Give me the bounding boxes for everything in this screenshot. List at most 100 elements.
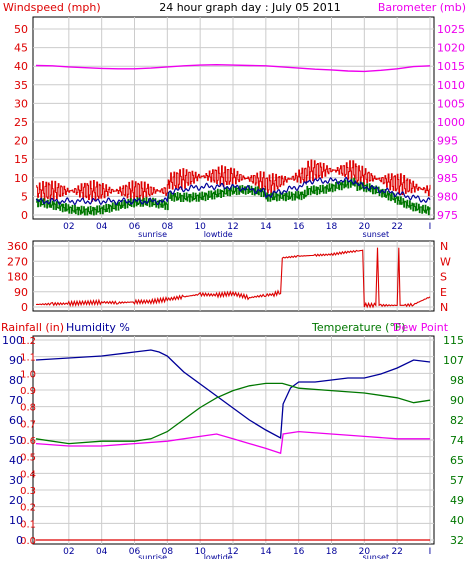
windspeed-tick-label: 10 [14,172,28,185]
compass-tick-label: E [440,286,447,299]
tick-label-layer: 0202040406060808101012121414161618182020… [2,23,465,562]
windspeed-tick-label: 50 [14,23,28,36]
lowtide-marker-top: lowtide [204,230,233,239]
temperature-tick-label: 107 [443,354,464,367]
hour-tick-label-top: 18 [326,222,338,232]
humidity-axis-title: Humidity % [66,321,130,334]
temperature-tick-label: 40 [450,514,464,527]
hour-tick-label-top: 06 [129,222,141,232]
humidity-tick-label: 10 [9,514,23,527]
humidity-tick-label: 40 [9,454,23,467]
temperature-tick-label: 32 [450,534,464,547]
windspeed-tick-label: 40 [14,60,28,73]
compass-tick-label: N [440,240,448,253]
humidity-tick-label: 50 [9,434,23,447]
windspeed-axis-title: Windspeed (mph) [3,1,101,14]
hour-tick-label-bottom: 16 [293,547,305,557]
compass-tick-label: W [440,255,451,268]
rainfall-tick-label: 0.4 [20,469,36,480]
temperature-tick-label: 57 [450,474,464,487]
barometer-tick-label: 1005 [437,97,465,110]
windspeed-tick-label: 0 [21,209,28,222]
hour-tick-label-top: 10 [194,222,206,232]
barometer-tick-label: 1000 [437,116,465,129]
temperature-tick-label: 90 [450,394,464,407]
hour-tick-label-top: 02 [63,222,74,232]
sunset-marker-bottom: sunset [363,553,390,559]
windspeed-tick-label: 5 [21,190,28,203]
humidity-tick-label: 80 [9,374,23,387]
rainfall-tick-label: 0.5 [20,453,36,464]
direction-degree-tick-label: 90 [14,286,28,299]
barometer-tick-label: 1020 [437,42,465,55]
lowtide-marker-bottom: lowtide [204,553,233,559]
barometer-tick-label: 995 [437,135,458,148]
barometer-line [35,63,431,73]
barometer-tick-label: 990 [437,153,458,166]
barometer-tick-label: 1010 [437,79,465,92]
windspeed-tick-label: 20 [14,135,28,148]
rainfall-tick-label: 0.8 [20,403,36,414]
hour-tick-label-bottom: 12 [227,547,238,557]
humidity-tick-label: 100 [2,334,23,347]
direction-degree-tick-label: 0 [21,301,28,314]
direction-degree-tick-label: 180 [7,271,28,284]
hour-tick-label-top: 20 [359,222,371,232]
rainfall-tick-label: 0.3 [20,486,36,497]
hour-tick-label-top: 16 [293,222,305,232]
hour-tick-label-top: 04 [96,222,108,232]
rainfall-tick-label: 0.1 [20,519,36,530]
rainfall-tick-label: 0.6 [20,436,36,447]
barometer-axis-title: Barometer (mb) [378,1,466,14]
temperature-tick-label: 74 [450,434,464,447]
rainfall-axis-title: Rainfall (in) [1,321,64,334]
humidity-tick-label: 30 [9,474,23,487]
humidity-tick-label: 70 [9,394,23,407]
hour-tick-label-bottom: 02 [63,547,74,557]
rainfall-tick-label: 0.2 [20,503,36,514]
humidity-tick-label: 0 [16,534,23,547]
sunrise-marker-bottom: sunrise [138,553,167,559]
hour-tick-label-top: 12 [227,222,238,232]
hour-tick-label-bottom: 18 [326,547,338,557]
rainfall-tick-label: 1.1 [20,353,36,364]
temperature-tick-label: 98 [450,374,464,387]
rainfall-tick-label: 0.9 [20,386,36,397]
barometer-tick-label: 975 [437,209,458,222]
direction-degree-tick-label: 360 [7,240,28,253]
compass-tick-label: S [440,271,447,284]
windspeed-tick-label: 35 [14,79,28,92]
temperature-axis-title: Temperature (°F) [311,321,406,334]
dewpoint-axis-title: Dew Point [393,321,449,334]
wind-gust-line [36,159,431,202]
humidity-tick-label: 60 [9,414,23,427]
wind-speed-line [36,177,431,216]
rainfall-tick-label: 0.0 [20,536,36,547]
barometer-tick-label: 985 [437,172,458,185]
hour-tick-label-top: 14 [260,222,272,232]
hour-tick-label-top: I [429,222,432,232]
barometer-tick-label: 1015 [437,60,465,73]
hour-tick-label-bottom: 08 [162,547,174,557]
dew_point-line [35,430,430,455]
barometer-tick-label: 980 [437,190,458,203]
wind_direction-line [35,247,431,309]
chart-title: 24 hour graph day : July 05 2011 [159,1,341,14]
windspeed-tick-label: 30 [14,97,28,110]
hour-tick-label-bottom: 06 [129,547,141,557]
hour-tick-label-top: 22 [391,222,402,232]
windspeed-tick-label: 45 [14,42,28,55]
temperature-tick-label: 49 [450,494,464,507]
wind-average-line [35,176,431,206]
humidity-tick-label: 20 [9,494,23,507]
windspeed-tick-label: 15 [14,153,28,166]
hour-tick-label-bottom: 10 [194,547,206,557]
hour-tick-label-bottom: 20 [359,547,371,557]
temperature-line [35,382,431,445]
barometer-tick-label: 1025 [437,23,465,36]
windspeed-tick-label: 25 [14,116,28,129]
temperature-tick-label: 82 [450,414,464,427]
temperature-tick-label: 115 [443,334,464,347]
temperature-tick-label: 65 [450,454,464,467]
